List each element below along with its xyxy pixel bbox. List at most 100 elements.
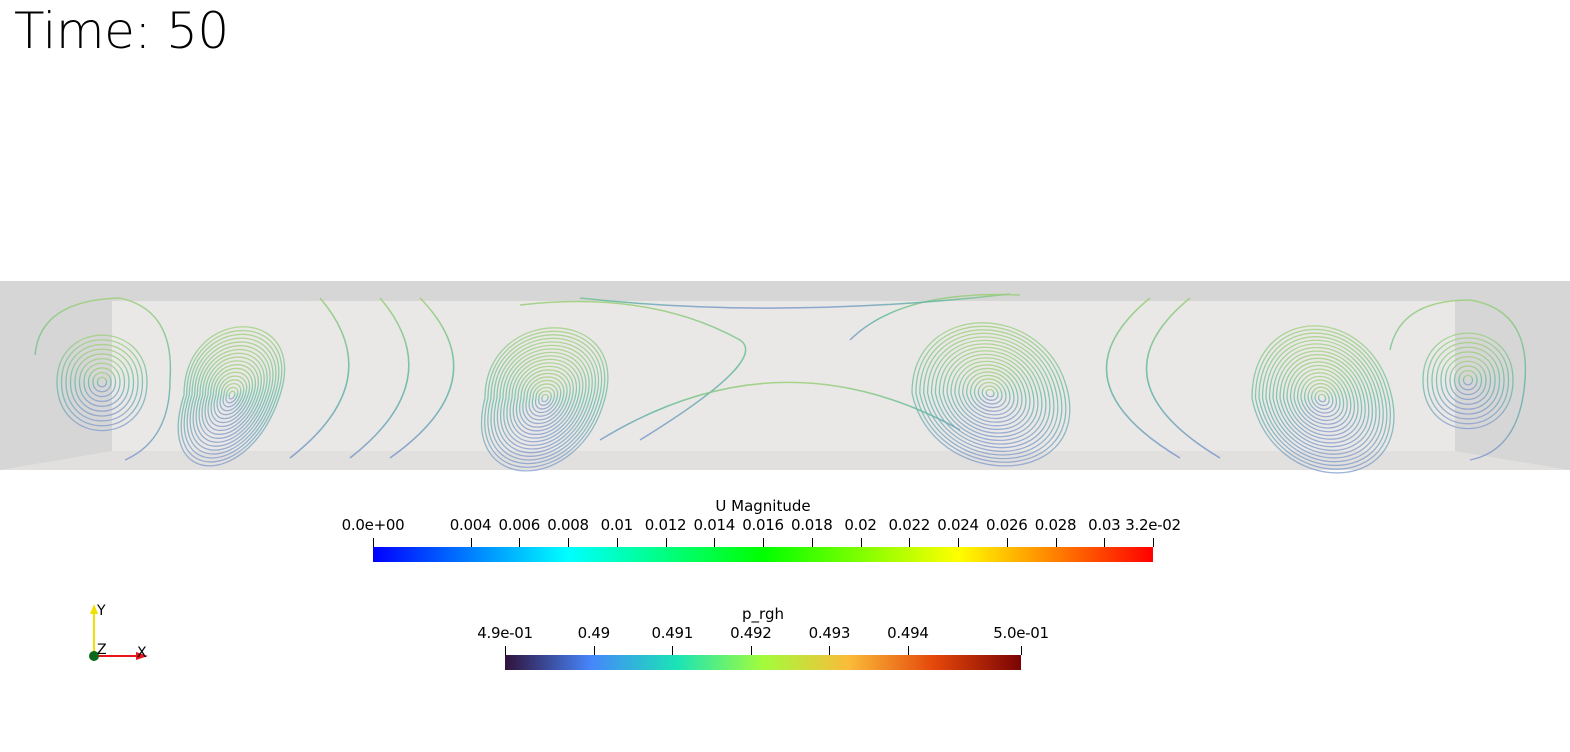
streamline	[950, 357, 1031, 431]
streamline	[1265, 339, 1381, 459]
streamline	[969, 374, 1011, 412]
colorbar-tick-label: 0.026	[986, 516, 1028, 534]
streamline	[1289, 364, 1356, 433]
streamline	[977, 381, 1003, 405]
colorbar-tick-label: 0.491	[651, 624, 694, 642]
streamline	[201, 356, 262, 435]
streamline	[207, 364, 256, 428]
colorbar-tick	[763, 538, 764, 547]
streamline	[538, 390, 552, 406]
streamline	[487, 334, 603, 465]
colorbar-tick	[616, 538, 618, 547]
domain-box-inner	[112, 301, 1455, 451]
streamline	[198, 352, 265, 439]
colorbar-tick	[1055, 538, 1057, 547]
streamline	[1462, 374, 1474, 386]
streamline	[930, 339, 1051, 449]
colorbar-tick	[1021, 646, 1022, 655]
streamline	[195, 349, 268, 443]
streamline	[1145, 297, 1221, 459]
colorbar-tick-label: 0.012	[644, 516, 687, 534]
streamline	[579, 293, 1011, 309]
colorbar-tick	[907, 646, 909, 655]
streamline	[519, 369, 571, 428]
colorbar-gradient	[373, 547, 1153, 562]
colorbar-tick	[519, 538, 521, 547]
streamline	[973, 378, 1007, 409]
streamline	[481, 327, 609, 472]
colorbar-tick	[750, 646, 752, 655]
streamline	[531, 383, 559, 414]
colorbar-tick-label: 0.022	[888, 516, 931, 534]
colorbar-tick	[860, 538, 862, 547]
z-axis-dot-icon	[89, 651, 99, 661]
streamline	[849, 293, 1021, 341]
streamline	[525, 376, 565, 421]
streamline	[926, 336, 1055, 452]
y-axis-arrow-icon	[90, 604, 98, 614]
streamline	[503, 351, 587, 446]
colorbar-tick	[593, 646, 595, 655]
streamline	[1307, 382, 1337, 414]
streamline	[919, 329, 1063, 460]
colorbar-tick-label: 0.03	[1088, 516, 1121, 534]
colorbar-tick	[470, 538, 472, 547]
colorbar-tick-label: 0.02	[844, 516, 877, 534]
x-axis-label: X	[137, 645, 147, 661]
streamline	[1389, 299, 1527, 461]
colorbar-tick	[672, 646, 674, 655]
colorbar-tick-label: 0.004	[449, 516, 492, 534]
orientation-axes: Y Z X	[89, 603, 148, 661]
colorbar-title: U Magnitude	[715, 497, 811, 515]
streamline	[1310, 386, 1334, 410]
streamline	[1426, 337, 1510, 425]
colorbar-tick	[505, 646, 506, 655]
streamline	[1275, 350, 1370, 448]
streamline	[1258, 332, 1388, 467]
colorbar-tick	[373, 538, 374, 547]
streamline	[1296, 372, 1348, 425]
streamlines	[34, 293, 1527, 474]
colorbar-tick	[1153, 538, 1154, 547]
streamline	[225, 386, 239, 404]
colorbar-tick	[1104, 538, 1106, 547]
streamline-render-view[interactable]	[0, 0, 1570, 480]
colorbar-tick-label: 0.01	[600, 516, 634, 534]
streamline	[484, 330, 606, 468]
x-axis-arrow-icon	[136, 652, 148, 660]
streamline	[1440, 351, 1496, 410]
streamline	[222, 382, 242, 408]
streamline	[78, 358, 126, 407]
streamline	[515, 365, 574, 432]
colorbar-tick-label: 0.008	[547, 516, 589, 534]
streamline	[1105, 297, 1181, 459]
streamline	[497, 344, 593, 454]
streamline	[1272, 347, 1374, 452]
streamline	[954, 360, 1027, 427]
streamline	[534, 386, 555, 410]
streamline	[1251, 325, 1395, 474]
colorbar-tick-label: 0.0e+00	[341, 516, 405, 534]
streamline	[965, 371, 1015, 416]
streamline	[210, 367, 254, 423]
streamline	[1458, 369, 1478, 391]
colorbar-tick-label: 3.2e-02	[1125, 516, 1181, 534]
streamline	[1317, 393, 1327, 403]
streamline	[1303, 379, 1341, 418]
streamline	[289, 297, 350, 459]
streamline	[506, 355, 584, 443]
streamline	[962, 367, 1019, 420]
streamline	[180, 329, 283, 463]
colorbar-tick	[714, 538, 716, 547]
streamline	[1431, 341, 1505, 420]
streamline	[1293, 368, 1352, 429]
streamline	[1422, 332, 1514, 430]
streamline	[74, 353, 130, 412]
colorbar-title: p_rgh	[742, 605, 784, 623]
streamline	[65, 343, 139, 422]
streamline	[522, 372, 568, 424]
colorbar-tick-label: 0.028	[1034, 516, 1077, 534]
colorbar-tick-label: 0.49	[577, 624, 611, 642]
streamline	[541, 393, 549, 403]
colorbar-tick	[829, 646, 831, 655]
